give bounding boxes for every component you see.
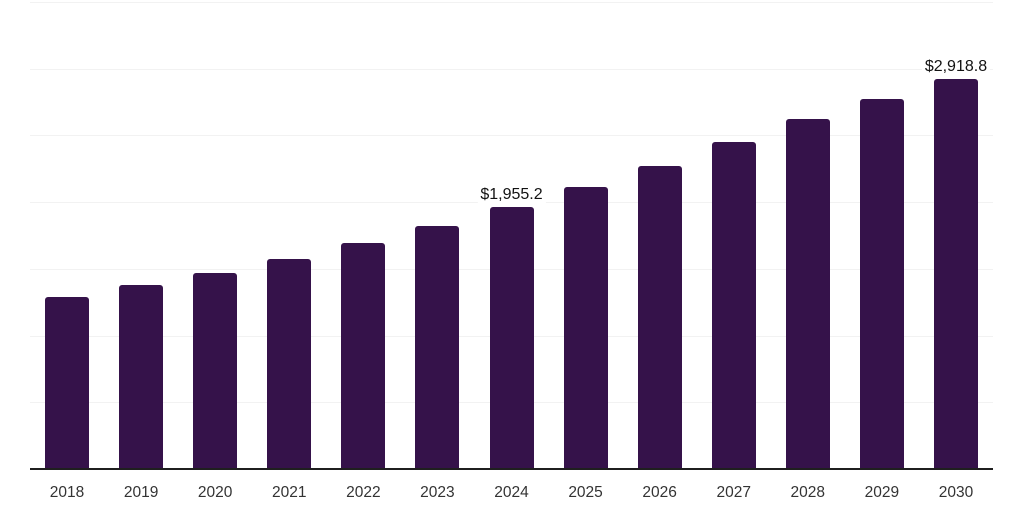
x-tick-2025: 2025 — [568, 484, 603, 501]
bar-2025 — [563, 187, 608, 468]
x-tick-2023: 2023 — [420, 484, 455, 501]
x-tick-2018: 2018 — [49, 484, 85, 501]
x-tick-2022: 2022 — [346, 484, 381, 501]
x-axis-tick-labels: 2018 2019 2020 2021 2022 2023 2024 2025 2026 2027… — [30, 482, 993, 504]
bar-2019 — [119, 285, 164, 468]
bar-2030 — [933, 78, 978, 468]
x-axis-line — [30, 468, 993, 470]
bar-2029 — [859, 99, 904, 468]
gridline-2500 — [30, 135, 993, 137]
bar-2028 — [785, 119, 830, 468]
x-tick-2030: 2030 — [938, 484, 974, 501]
bar-2021 — [267, 258, 312, 468]
data-label-2030: $2,918.8 — [921, 57, 991, 76]
bar-2023 — [415, 225, 460, 468]
gridline-3500 — [30, 2, 993, 3]
x-tick-2028: 2028 — [790, 484, 826, 501]
bar-2024 — [489, 207, 534, 468]
data-label-2024: $1,955.2 — [477, 186, 546, 205]
bar-2022 — [341, 242, 386, 468]
x-tick-2029: 2029 — [864, 484, 900, 501]
x-tick-2027: 2027 — [716, 484, 751, 501]
plot-area: $1,955.2 $2,918.8 — [30, 0, 993, 470]
gridline-3000 — [30, 68, 993, 70]
bar-2018 — [45, 297, 90, 468]
bar-2026 — [637, 165, 682, 468]
bar-2020 — [193, 273, 238, 468]
x-tick-2019: 2019 — [123, 484, 159, 501]
x-tick-2020: 2020 — [197, 484, 233, 501]
x-tick-2026: 2026 — [642, 484, 677, 501]
bar-2027 — [711, 142, 756, 468]
x-tick-2024: 2024 — [494, 484, 529, 501]
x-tick-2021: 2021 — [272, 484, 307, 501]
